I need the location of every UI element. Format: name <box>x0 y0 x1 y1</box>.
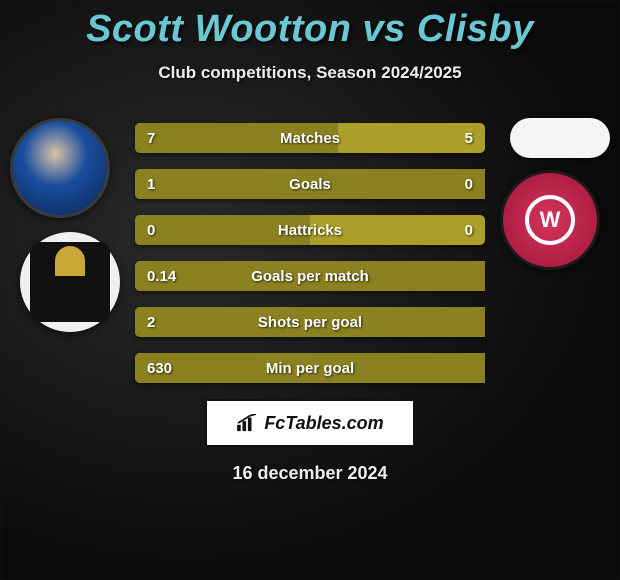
brand-text: FcTables.com <box>264 413 383 434</box>
stat-row-mpg: 630 Min per goal <box>135 353 485 383</box>
club-right-crest-icon <box>525 195 575 245</box>
stat-row-gpm: 0.14 Goals per match <box>135 261 485 291</box>
stat-row-spg: 2 Shots per goal <box>135 307 485 337</box>
club-left-badge <box>20 232 120 332</box>
stat-label: Min per goal <box>266 360 354 377</box>
subtitle: Club competitions, Season 2024/2025 <box>0 63 620 83</box>
stat-value-right: 0 <box>465 176 473 193</box>
stat-row-matches: 7 Matches 5 <box>135 123 485 153</box>
chart-icon <box>236 414 258 432</box>
stat-value-right: 5 <box>465 130 473 147</box>
page-title: Scott Wootton vs Clisby <box>0 0 620 51</box>
stat-label: Goals per match <box>251 268 369 285</box>
club-left-crest-icon <box>30 242 110 322</box>
stat-label: Hattricks <box>278 222 342 239</box>
stat-label: Matches <box>280 130 340 147</box>
stats-container: 7 Matches 5 1 Goals 0 0 Hattricks 0 0.14… <box>135 123 485 383</box>
stat-value-left: 630 <box>147 360 172 377</box>
stat-value-left: 2 <box>147 314 155 331</box>
player-left-avatar <box>10 118 110 218</box>
stat-value-right: 0 <box>465 222 473 239</box>
stat-value-left: 0 <box>147 222 155 239</box>
player-right-avatar <box>510 118 610 158</box>
stat-value-left: 1 <box>147 176 155 193</box>
stat-row-goals: 1 Goals 0 <box>135 169 485 199</box>
brand-badge[interactable]: FcTables.com <box>205 399 415 447</box>
stat-value-left: 7 <box>147 130 155 147</box>
club-right-badge <box>500 170 600 270</box>
date-label: 16 december 2024 <box>0 463 620 484</box>
stat-value-left: 0.14 <box>147 268 176 285</box>
stat-label: Goals <box>289 176 331 193</box>
stat-row-hattricks: 0 Hattricks 0 <box>135 215 485 245</box>
stat-label: Shots per goal <box>258 314 362 331</box>
